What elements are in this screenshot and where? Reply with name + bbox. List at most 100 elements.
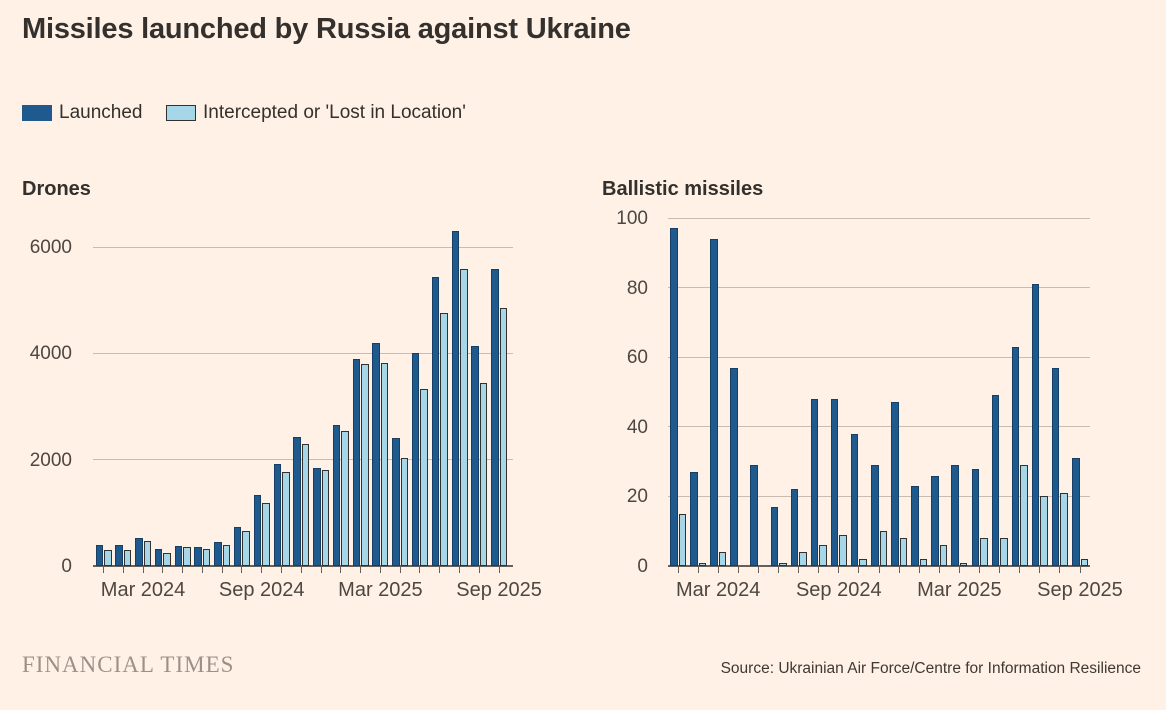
bar-intercepted [341, 431, 349, 566]
bar-launched [830, 399, 839, 566]
bar-intercepted [1040, 496, 1048, 566]
x-tick [697, 567, 699, 573]
bar-launched [293, 437, 301, 566]
financial-times-logo: FINANCIAL TIMES [22, 652, 235, 677]
x-axis-label: Mar 2024 [675, 579, 761, 601]
x-tick [818, 567, 820, 573]
x-tick [201, 567, 203, 573]
y-axis-label: 4000 [29, 343, 72, 365]
x-tick [798, 567, 800, 573]
x-tick [122, 567, 124, 573]
bar-intercepted [104, 550, 112, 566]
x-tick [757, 567, 759, 573]
x-axis-label: Sep 2024 [218, 579, 305, 601]
y-axis-label: 80 [626, 277, 648, 299]
bar-intercepted [1060, 493, 1068, 566]
x-axis-label: Sep 2025 [456, 579, 542, 601]
bar-launched [690, 472, 698, 566]
bar-intercepted [799, 552, 807, 566]
x-tick [439, 567, 441, 573]
bar-intercepted [400, 458, 409, 566]
x-tick [958, 567, 960, 573]
x-tick [1019, 567, 1021, 573]
x-tick [1039, 567, 1041, 573]
bar-intercepted [361, 364, 369, 566]
bar-launched [135, 538, 143, 566]
bar-launched [1031, 284, 1040, 566]
bar-intercepted [698, 563, 707, 566]
x-tick [838, 567, 840, 573]
x-axis-line [668, 565, 1090, 567]
x-tick [419, 567, 421, 573]
y-axis-label: 0 [637, 556, 648, 577]
bar-launched [1011, 347, 1020, 566]
gridline [668, 426, 1090, 428]
x-tick [281, 567, 283, 573]
bar-intercepted [242, 531, 250, 566]
bar-intercepted [819, 545, 827, 566]
x-tick [221, 567, 223, 573]
bar-launched [710, 239, 718, 566]
bar-launched [871, 465, 879, 566]
drones-chart-heading: Drones [22, 178, 91, 200]
bar-intercepted [919, 559, 928, 566]
bar-launched [154, 549, 163, 566]
bar-intercepted [839, 535, 847, 566]
x-axis-label: Sep 2024 [795, 579, 882, 601]
bar-intercepted [718, 552, 727, 566]
x-tick [858, 567, 860, 573]
y-axis-label: 2000 [29, 449, 72, 471]
bar-launched [451, 231, 460, 566]
bar-intercepted [980, 538, 988, 566]
x-axis-label: Sep 2025 [1037, 579, 1123, 601]
bar-launched [971, 469, 979, 566]
bar-launched [392, 438, 400, 566]
x-tick [379, 567, 381, 573]
bar-intercepted [879, 531, 887, 566]
x-tick [320, 567, 322, 573]
legend-item-intercepted: Intercepted or 'Lost in Location' [166, 102, 466, 123]
x-tick [1059, 567, 1061, 573]
bar-intercepted [779, 563, 787, 566]
x-tick [737, 567, 739, 573]
x-axis-line [93, 565, 513, 567]
bar-intercepted [1020, 465, 1028, 566]
bar-launched [174, 546, 183, 566]
bar-launched [273, 464, 282, 566]
bar-intercepted [143, 541, 152, 566]
gridline [93, 246, 513, 248]
y-axis-label: 100 [616, 208, 648, 229]
bar-launched [790, 489, 799, 566]
x-tick [182, 567, 184, 573]
bar-launched [911, 486, 919, 566]
x-tick [498, 567, 500, 573]
legend-label-launched: Launched [59, 102, 143, 123]
x-tick [898, 567, 900, 573]
x-tick [677, 567, 679, 573]
x-tick [778, 567, 779, 573]
x-tick [261, 567, 263, 573]
y-axis-label: 60 [626, 347, 648, 369]
bar-launched [332, 425, 341, 566]
x-tick [1079, 567, 1081, 573]
gridline [668, 495, 1090, 497]
x-tick [162, 567, 164, 573]
bar-launched [750, 465, 758, 566]
bar-intercepted [939, 545, 948, 566]
ballistic-chart-heading: Ballistic missiles [602, 178, 764, 200]
x-axis-label: Mar 2024 [100, 579, 186, 601]
legend-swatch-launched [22, 105, 52, 121]
x-axis-label: Mar 2025 [917, 579, 1002, 601]
bar-launched [891, 402, 899, 566]
bar-intercepted [440, 313, 448, 566]
x-tick [399, 567, 401, 573]
legend-swatch-intercepted [166, 105, 196, 121]
bar-intercepted [678, 514, 686, 566]
bar-intercepted [202, 549, 211, 566]
bar-intercepted [262, 503, 270, 566]
gridline [668, 217, 1090, 219]
x-tick [717, 567, 719, 573]
bar-launched [471, 346, 479, 566]
bar-launched [931, 476, 939, 566]
